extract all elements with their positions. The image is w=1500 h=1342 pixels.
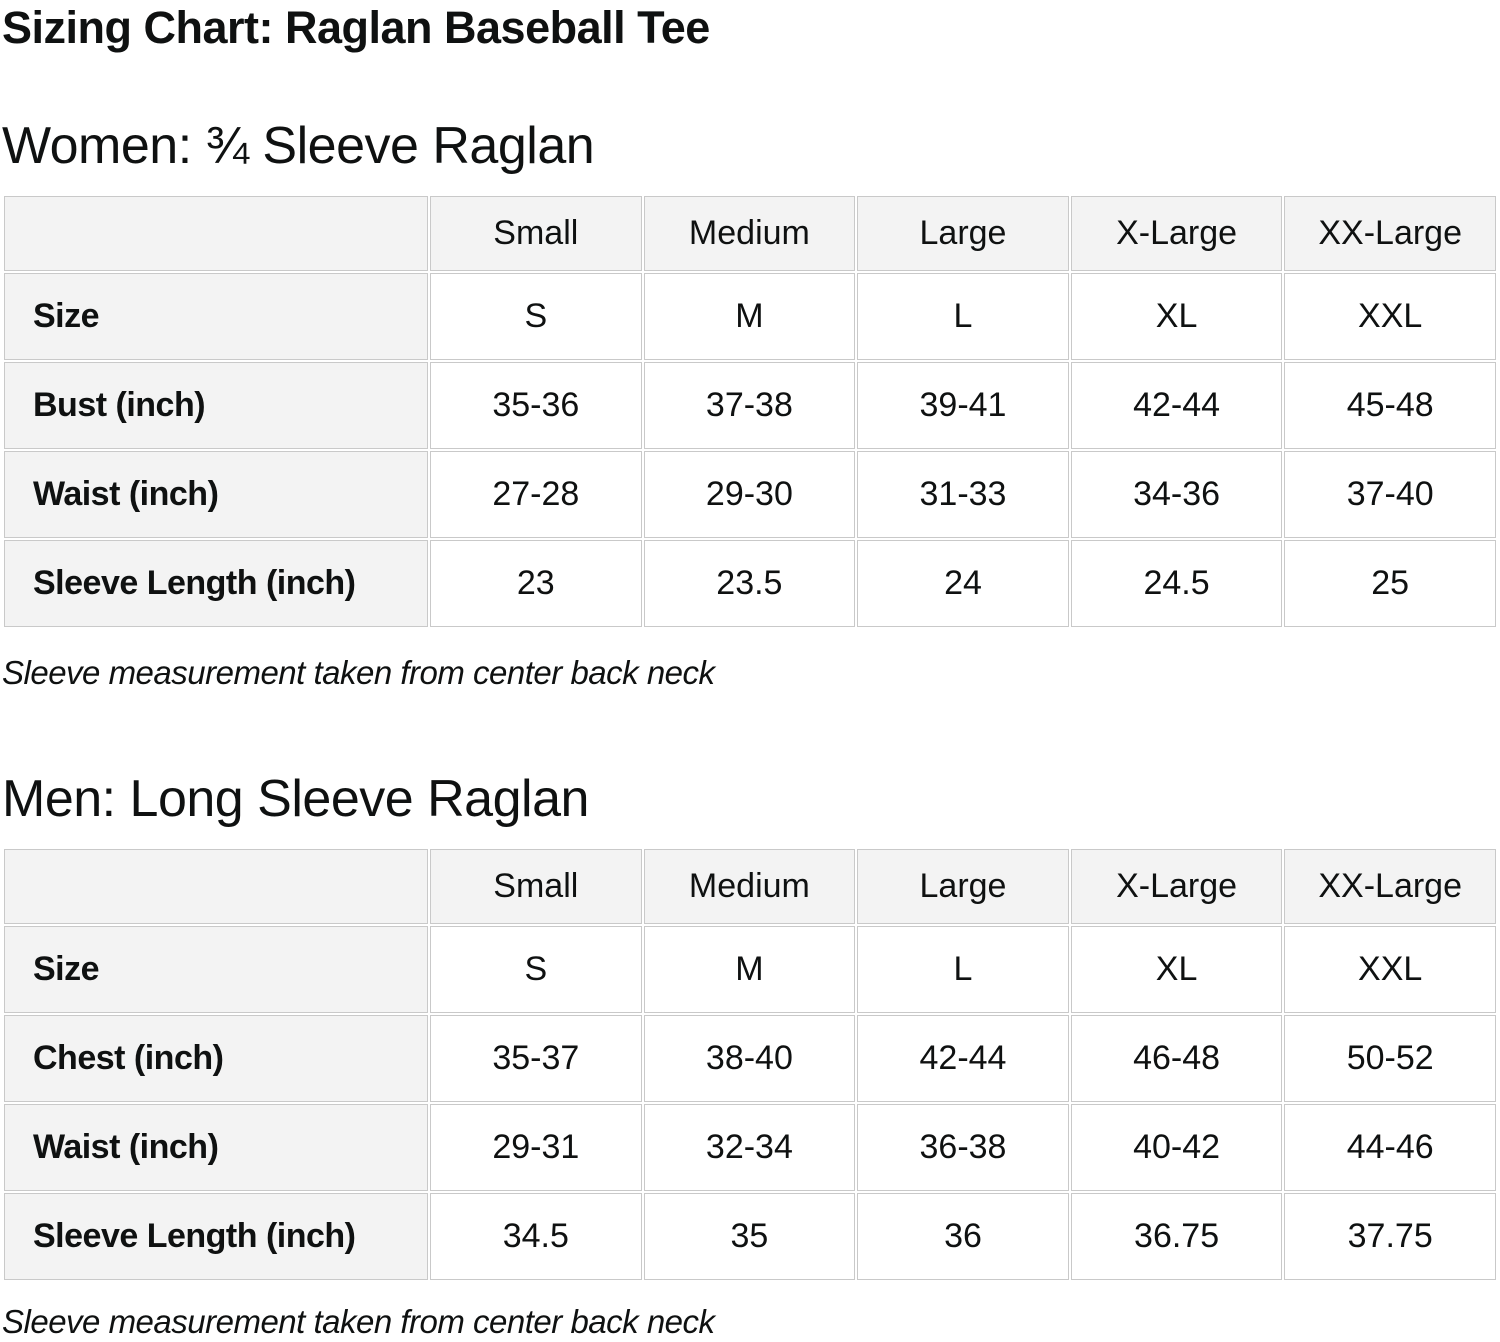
page-title: Sizing Chart: Raglan Baseball Tee (2, 2, 710, 53)
table-header-row: Small Medium Large X-Large XX-Large (4, 849, 1496, 924)
cell-value: 32-34 (643, 1104, 856, 1191)
cell-value: 25 (1284, 540, 1496, 627)
cell-value: 23 (430, 540, 642, 627)
measurement-note-women: Sleeve measurement taken from center bac… (2, 654, 715, 691)
cell-value: 35-37 (430, 1015, 642, 1102)
cell-value: 35-36 (430, 362, 642, 449)
cell-value: XL (1070, 926, 1283, 1013)
cell-value: 24 (857, 540, 1069, 627)
column-header-blank (4, 849, 428, 924)
cell-value: 24.5 (1070, 540, 1283, 627)
section-heading-men: Men: Long Sleeve Raglan (2, 770, 589, 828)
cell-value: 38-40 (643, 1015, 856, 1102)
sizing-table-women: Small Medium Large X-Large XX-Large Size… (2, 194, 1498, 629)
column-header-xlarge: X-Large (1070, 849, 1283, 924)
cell-value: 45-48 (1284, 362, 1496, 449)
row-label: Sleeve Length (inch) (4, 1193, 428, 1280)
cell-value: 23.5 (643, 540, 856, 627)
table-row-size: Size S M L XL XXL (4, 273, 1496, 360)
table-row-waist: Waist (inch) 29-31 32-34 36-38 40-42 44-… (4, 1104, 1496, 1191)
column-header-xxlarge: XX-Large (1284, 196, 1496, 271)
cell-value: 42-44 (1070, 362, 1283, 449)
cell-value: 29-31 (430, 1104, 642, 1191)
cell-value: 46-48 (1070, 1015, 1283, 1102)
table-row-chest: Chest (inch) 35-37 38-40 42-44 46-48 50-… (4, 1015, 1496, 1102)
cell-value: 42-44 (857, 1015, 1069, 1102)
cell-value: 40-42 (1070, 1104, 1283, 1191)
row-label: Sleeve Length (inch) (4, 540, 428, 627)
cell-value: L (857, 273, 1069, 360)
cell-value: 44-46 (1284, 1104, 1496, 1191)
column-header-large: Large (857, 196, 1069, 271)
cell-value: 34-36 (1070, 451, 1283, 538)
cell-value: S (430, 926, 642, 1013)
column-header-large: Large (857, 849, 1069, 924)
cell-value: 39-41 (857, 362, 1069, 449)
cell-value: 37-40 (1284, 451, 1496, 538)
column-header-xlarge: X-Large (1070, 196, 1283, 271)
cell-value: XXL (1284, 926, 1496, 1013)
section-heading-women: Women: ¾ Sleeve Raglan (2, 117, 595, 175)
cell-value: L (857, 926, 1069, 1013)
cell-value: 50-52 (1284, 1015, 1496, 1102)
cell-value: 37.75 (1284, 1193, 1496, 1280)
column-header-medium: Medium (643, 849, 856, 924)
table-row-bust: Bust (inch) 35-36 37-38 39-41 42-44 45-4… (4, 362, 1496, 449)
table-row-sleeve-length: Sleeve Length (inch) 34.5 35 36 36.75 37… (4, 1193, 1496, 1280)
table-header-row: Small Medium Large X-Large XX-Large (4, 196, 1496, 271)
row-label: Chest (inch) (4, 1015, 428, 1102)
row-label: Size (4, 273, 428, 360)
cell-value: S (430, 273, 642, 360)
cell-value: XXL (1284, 273, 1496, 360)
row-label: Waist (inch) (4, 1104, 428, 1191)
column-header-small: Small (430, 849, 642, 924)
cell-value: 37-38 (643, 362, 856, 449)
column-header-medium: Medium (643, 196, 856, 271)
cell-value: 31-33 (857, 451, 1069, 538)
cell-value: 29-30 (643, 451, 856, 538)
column-header-blank (4, 196, 428, 271)
table-row-waist: Waist (inch) 27-28 29-30 31-33 34-36 37-… (4, 451, 1496, 538)
cell-value: 36.75 (1070, 1193, 1283, 1280)
cell-value: XL (1070, 273, 1283, 360)
column-header-small: Small (430, 196, 642, 271)
sizing-table-men: Small Medium Large X-Large XX-Large Size… (2, 847, 1498, 1282)
row-label: Size (4, 926, 428, 1013)
column-header-xxlarge: XX-Large (1284, 849, 1496, 924)
measurement-note-men: Sleeve measurement taken from center bac… (2, 1303, 715, 1340)
row-label: Bust (inch) (4, 362, 428, 449)
cell-value: 27-28 (430, 451, 642, 538)
cell-value: M (643, 273, 856, 360)
table-row-size: Size S M L XL XXL (4, 926, 1496, 1013)
cell-value: 35 (643, 1193, 856, 1280)
cell-value: 34.5 (430, 1193, 642, 1280)
cell-value: 36 (857, 1193, 1069, 1280)
cell-value: M (643, 926, 856, 1013)
row-label: Waist (inch) (4, 451, 428, 538)
cell-value: 36-38 (857, 1104, 1069, 1191)
table-row-sleeve-length: Sleeve Length (inch) 23 23.5 24 24.5 25 (4, 540, 1496, 627)
